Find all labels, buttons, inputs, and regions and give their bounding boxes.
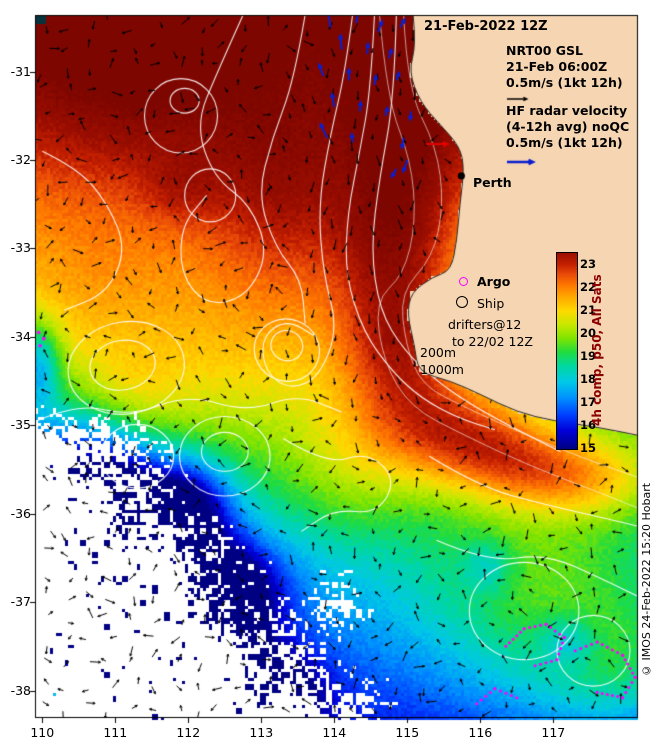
isobath-1000m-label: 1000m — [420, 362, 464, 377]
argo-float-marker-icon — [459, 277, 468, 286]
y-axis-tick-label: -31 — [10, 63, 31, 79]
x-axis-tick-label: 115 — [395, 725, 420, 740]
map-datetime-title: 21-Feb-2022 12Z — [424, 19, 548, 34]
ship-marker-icon — [456, 296, 468, 308]
x-axis-tick-label: 114 — [322, 725, 347, 740]
credit-text: © IMOS 24-Feb-2022 15:20 Hobart — [640, 482, 653, 678]
argo-label: Argo — [477, 274, 511, 289]
colorbar-tick-label: 20 — [580, 325, 597, 340]
perth-city-label: Perth — [473, 175, 512, 190]
drifters-label-line1: drifters@12 — [448, 317, 522, 332]
colorbar-tick-label: 17 — [580, 394, 597, 409]
colorbar-tick-label: 21 — [580, 302, 597, 317]
model-name-label: NRT00 GSL — [506, 43, 584, 58]
colorbar-tick-label: 19 — [580, 348, 597, 363]
hf-radar-label-line1: HF radar velocity — [506, 103, 628, 118]
colorbar-tick-label: 18 — [580, 371, 597, 386]
y-axis-tick-label: -38 — [10, 682, 31, 698]
drifters-label-line2: to 22/02 12Z — [452, 334, 533, 349]
x-axis-tick-label: 113 — [249, 725, 274, 740]
model-time-label: 21-Feb 06:00Z — [506, 59, 608, 74]
x-axis-tick-label: 111 — [103, 725, 128, 740]
x-axis-tick-label: 110 — [30, 725, 55, 740]
x-axis-tick-label: 112 — [176, 725, 201, 740]
y-axis-tick-label: -32 — [10, 152, 31, 168]
model-scale-label: 0.5m/s (1kt 12h) — [506, 75, 623, 90]
isobath-200m-label: 200m — [420, 345, 457, 360]
ship-label: Ship — [477, 296, 505, 311]
colorbar-tick-label: 15 — [580, 441, 597, 455]
y-axis-tick-label: -33 — [10, 240, 31, 256]
y-axis-tick-label: -35 — [10, 417, 31, 433]
x-axis-tick-label: 117 — [541, 725, 566, 740]
hf-radar-label-line3: 0.5m/s (1kt 12h) — [506, 135, 623, 150]
colorbar — [556, 252, 578, 450]
hf-radar-label-line2: (4-12h avg) noQC — [506, 119, 630, 134]
y-axis-tick-label: -34 — [10, 328, 31, 344]
x-axis-tick-label: 116 — [468, 725, 493, 740]
colorbar-label: 4h comp, p50, All Sats — [590, 274, 604, 426]
colorbar-tick-label: 16 — [580, 417, 597, 432]
colorbar-tick-label: 23 — [580, 256, 597, 271]
colorbar-tick-label: 22 — [580, 279, 597, 294]
y-axis-tick-label: -37 — [10, 594, 31, 610]
y-axis-tick-label: -36 — [10, 505, 31, 521]
